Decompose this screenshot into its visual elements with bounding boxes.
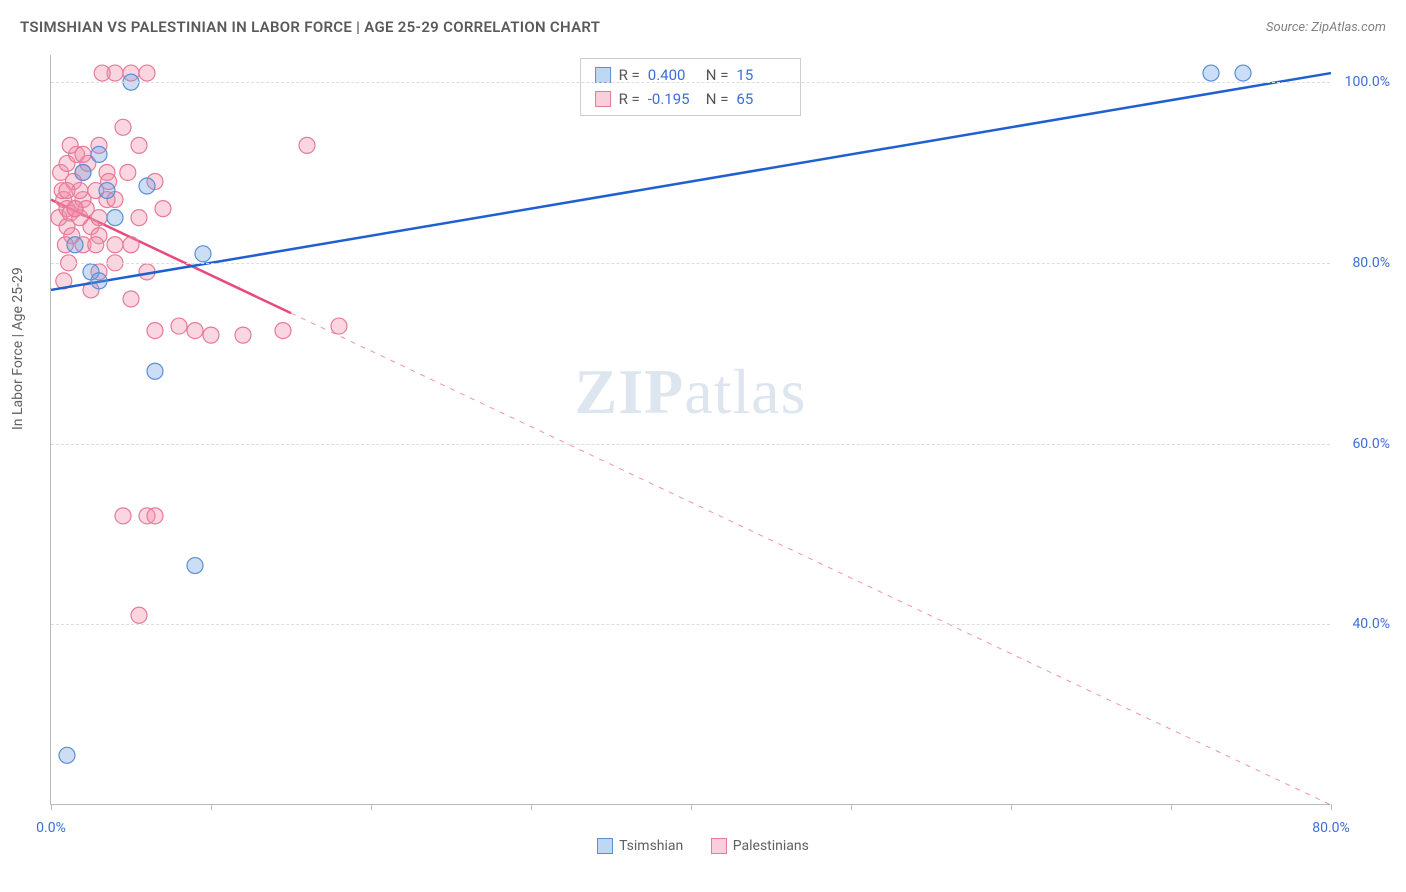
y-axis-label: In Labor Force | Age 25-29 (10, 267, 26, 430)
legend-item-palestinians: Palestinians (711, 838, 809, 854)
n-value-palestinians: 65 (736, 87, 786, 111)
legend-item-tsimshian: Tsimshian (597, 838, 683, 854)
x-tick-label: 0.0% (36, 820, 66, 836)
swatch-tsimshian (595, 67, 611, 83)
r-value-palestinians: -0.195 (648, 87, 698, 111)
y-tick-label: 100.0% (1335, 74, 1390, 90)
r-value-tsimshian: 0.400 (648, 63, 698, 87)
y-tick-label: 60.0% (1335, 436, 1390, 452)
source-label: Source: ZipAtlas.com (1266, 20, 1386, 35)
y-tick-label: 40.0% (1335, 616, 1390, 632)
chart-plot-area: ZIPatlas R = 0.400 N = 15 R = -0.195 N =… (50, 55, 1330, 805)
stats-row-tsimshian: R = 0.400 N = 15 (595, 63, 787, 87)
chart-title: TSIMSHIAN VS PALESTINIAN IN LABOR FORCE … (20, 18, 600, 36)
x-tick-label: 80.0% (1312, 820, 1350, 836)
n-value-tsimshian: 15 (736, 63, 786, 87)
y-tick-label: 80.0% (1335, 255, 1390, 271)
stats-row-palestinians: R = -0.195 N = 65 (595, 87, 787, 111)
swatch-palestinians (595, 91, 611, 107)
legend-swatch-palestinians (711, 838, 727, 854)
legend: Tsimshian Palestinians (0, 838, 1406, 858)
scatter-plot-svg (51, 55, 1331, 805)
correlation-stats-box: R = 0.400 N = 15 R = -0.195 N = 65 (580, 58, 802, 116)
legend-swatch-tsimshian (597, 838, 613, 854)
